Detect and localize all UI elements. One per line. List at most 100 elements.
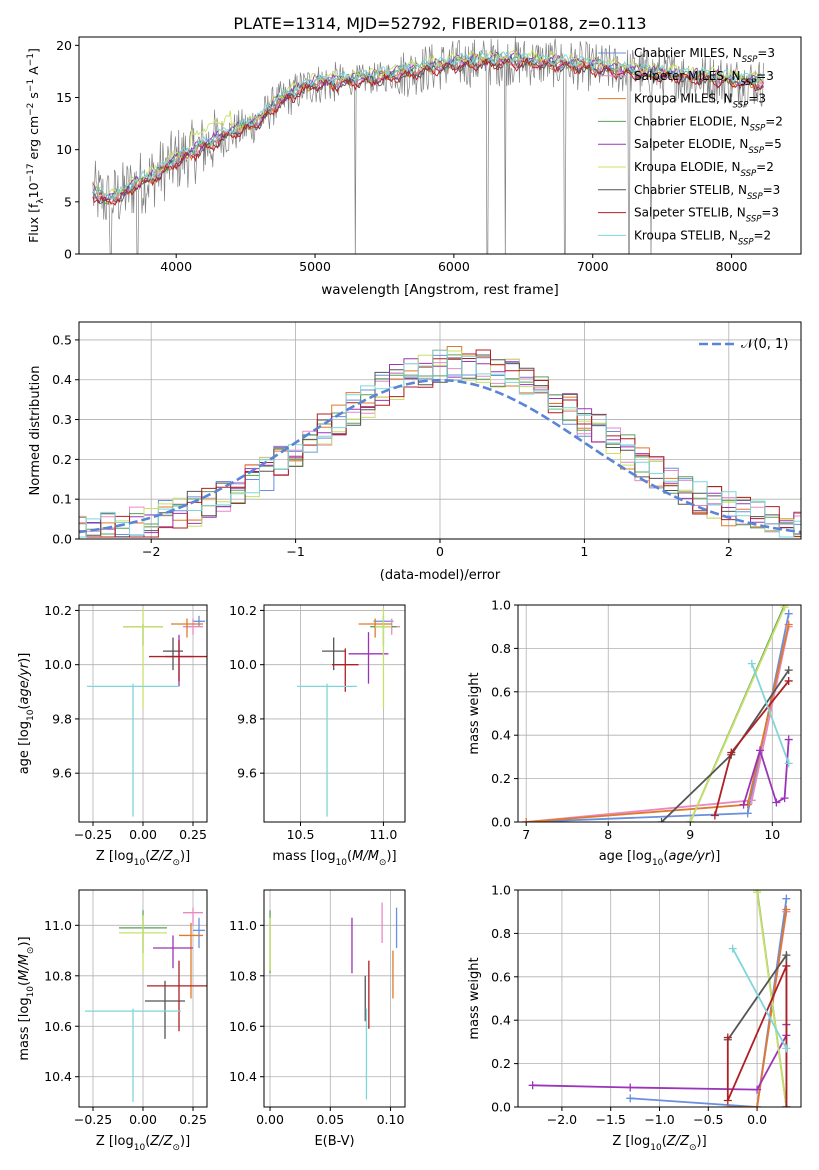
weight-line-kroupa-miles [727,909,788,1107]
mass_vs_Z-ylabel: mass [log10(M/M⊙)] [17,936,36,1060]
mass_vs_Z-ylabel-part: M/M [17,954,32,981]
legend-label-subscript: SSP [738,237,754,247]
legend-label-salpeter-elodie: Salpeter ELODIE, NSSP=5 [634,137,782,156]
age_vs_Z-ylabel-part: )] [17,653,32,663]
weight-marker-kroupa-elodie [780,605,789,612]
weight-marker-salpeter-stelib [782,961,791,970]
mass_vs_ebv-plot-area [269,902,398,1100]
legend-label-suffix: =3 [757,46,775,60]
weight-marker-salpeter-stelib [723,1033,732,1042]
age_vs_Z-ylabel: age [log10(age/yr)] [17,653,36,775]
residuals-plot-area [79,346,801,538]
mass_vs_Z-xlabel-part: ⊙ [172,1143,180,1153]
legend-label-suffix: =2 [765,114,783,128]
spectrum-plot-area [92,37,764,254]
legend-label-suffix: =3 [748,92,766,106]
legend-label-text: Kroupa MILES, N [634,92,733,106]
weight_vs_Z-ylabel: mass weight [467,957,482,1039]
weight_vs_Z-ytick-label: 0.6 [491,969,511,984]
weight_vs_age-ylabel: mass weight [467,672,482,754]
mass_vs_Z-ytick-label: 10.6 [44,1019,72,1034]
spectrum-ytick-label: 0 [64,247,72,262]
spectrum-ytick-label: 5 [64,194,72,209]
residuals-ytick-label: 0.5 [52,332,72,347]
weight_vs_Z-xlabel-part: 10 [650,1143,662,1153]
age_vs_Z-ytick-label: 9.6 [52,766,72,781]
spectrum-ylabel-part: A [26,66,41,79]
weight-line-kroupa-stelib [731,948,788,1049]
mass_vs_Z-ylabel-part: mass [log [17,997,32,1060]
mass_vs_ebv-ytick-label: 10.4 [229,1069,257,1084]
age_vs_mass-xtick-label: 11.0 [370,827,398,842]
legend-label-suffix: =5 [764,137,782,151]
age_vs_mass-panel: 10.5 11.0 9.6 9.8 10.0 10.2 mass [log10(M/M⊙)] [229,603,406,868]
weight-marker-chabrier-miles [782,894,791,903]
legend-label-kroupa-stelib: Kroupa STELIB, NSSP=2 [634,228,771,247]
spectrum-ylabel-part: −1 [26,79,36,92]
age_vs_mass-frame [263,604,406,823]
model-spectrum-kroupa-stelib [92,50,764,200]
spectrum-ytick-label: 10 [56,142,72,157]
normal-distribution-curve [79,378,801,534]
weight-marker-salpeter-elodie [753,1085,762,1094]
legend-label-subscript: SSP [750,123,766,133]
model-spectrum-chabrier-stelib [92,55,764,205]
age_vs_mass-ytick-label: 9.8 [237,711,257,726]
age_vs_mass-ytick-label: 10.0 [229,657,257,672]
weight_vs_age-plot-area [522,605,793,822]
residuals-ytick-label: 0.1 [52,492,72,507]
mass_vs_ebv-xtick-label: 0.00 [256,1112,284,1127]
weight_vs_age-ytick-label: 0.4 [491,728,511,743]
legend-label-subscript: SSP [746,215,762,225]
spectrum-ylabel-part: λ [36,198,46,204]
age_vs_Z-ylabel-part: age/yr [17,661,32,704]
weight_vs_Z-xlabel-part: )] [697,1134,707,1149]
residuals-ytick-label: 0.3 [52,412,72,427]
age_vs_Z-xlabel-part: ( [145,849,150,864]
spectrum-ylabel-part: −1 [26,53,36,66]
spectrum-frame [78,36,802,255]
spectrum-ylabel-part: 10 [26,182,41,198]
residuals-xtick-label: 0 [436,544,444,559]
weight_vs_age-ytick-label: 1.0 [491,598,511,613]
weight-marker-chabrier-stelib [657,818,666,822]
weight-marker-kroupa-miles [784,620,793,629]
normal-legend-label: 𝒩(0, 1) [741,337,788,352]
mass_vs_Z-xlabel-part: 10 [134,1143,146,1153]
spectrum-ylabel-part: −2 [26,103,36,116]
age_vs_mass-ytick-label: 10.2 [229,603,257,618]
weight-marker-kroupa-stelib [728,944,737,953]
weight-marker-salpeter-elodie [626,1083,635,1092]
mass_vs_Z-ytick-label: 10.8 [44,968,72,983]
weight_vs_Z-ytick-label: 0.0 [491,1100,511,1115]
legend-label-text: Kroupa ELODIE, N [634,160,741,174]
age_vs_Z-plot-area [87,607,207,817]
weight_vs_age-xlabel-part: )] [710,849,720,864]
mass_vs_ebv-frame [263,889,406,1108]
age_vs_Z-xlabel-part: ⊙ [172,858,180,868]
spectrum-xtick-label: 6000 [438,259,470,274]
weight_vs_age-frame [517,604,802,823]
weight-marker-salpeter-stelib [727,748,736,757]
residuals-xtick-label: 1 [580,544,588,559]
residuals-xlabel: (data-model)/error [380,568,501,583]
weight_vs_age-xtick-label: 7 [522,827,530,842]
age_vs_Z-panel: −0.25 0.00 0.259.69.810.010.2Z [log10(Z/Z⊙… [17,603,208,868]
weight-marker-kroupa-miles [522,818,531,822]
weight_vs_age-xlabel-part: ( [663,849,668,864]
age_vs_mass-ytick-label: 9.6 [237,766,257,781]
age_vs_Z-ytick-label: 9.8 [52,711,72,726]
weight-marker-chabrier-stelib [782,951,791,960]
weight_vs_Z-ytick-label: 1.0 [491,883,511,898]
weight_vs_Z-panel: −2.0 −1.5 −1.0 −0.5 0.0 0.0 0.2 0.4 0.6 0.8 1.0 Z [… [467,883,802,1153]
weight_vs_age-xlabel-part: age/yr [668,849,711,864]
weight-marker-salpeter-elodie [784,735,793,744]
weight_vs_Z-xtick-label: −1.5 [596,1112,626,1127]
weight_vs_Z-plot-area [528,890,791,1107]
age_vs_Z-ytick-label: 10.0 [44,657,72,672]
weight-marker-salpeter-elodie [780,794,789,803]
spectrum-ylabel: Flux [fλ10−17 erg cm−2 s−1 A−1] [26,48,46,243]
legend-label-subscript: SSP [742,55,758,65]
